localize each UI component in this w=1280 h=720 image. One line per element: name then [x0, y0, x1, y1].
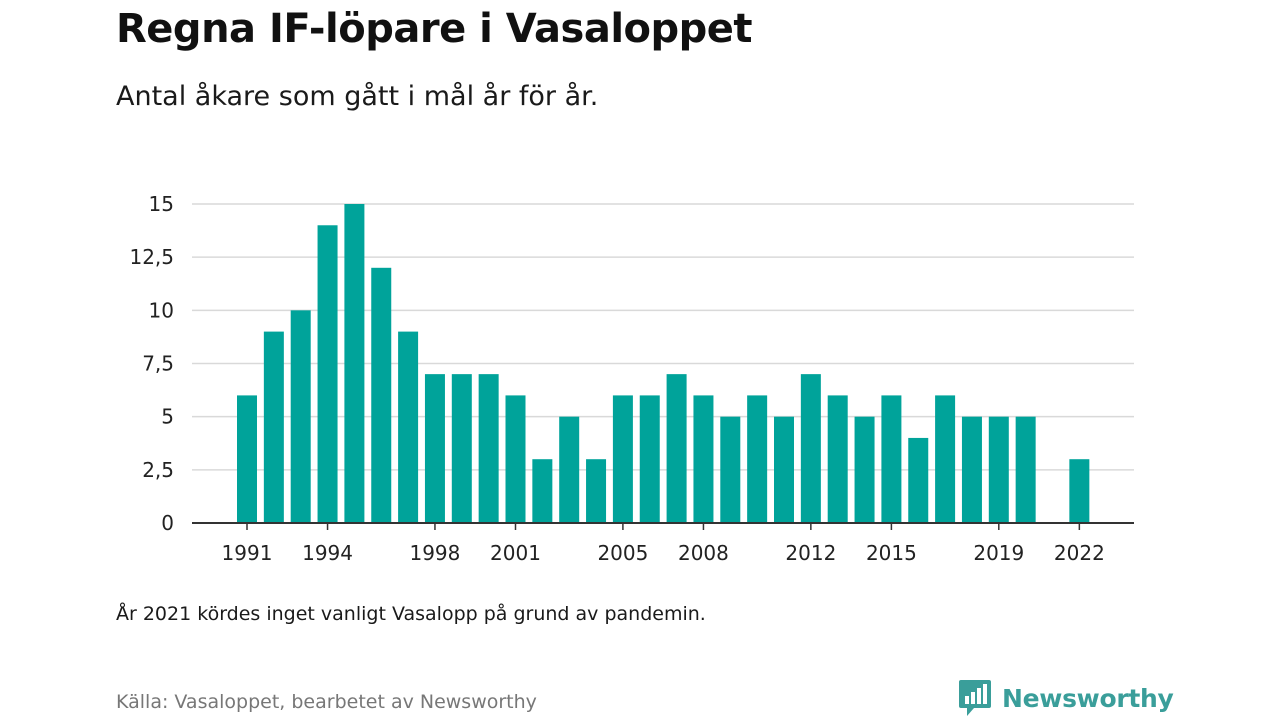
bar-2002 [532, 459, 553, 523]
x-tick-label: 2005 [597, 541, 648, 565]
bar-2004 [586, 459, 607, 523]
bar-1992 [263, 331, 284, 523]
bar-2010 [747, 395, 768, 523]
bar-2022 [1069, 459, 1090, 523]
bar-2019 [988, 416, 1009, 523]
bar-2018 [961, 416, 982, 523]
x-tick-label: 2015 [866, 541, 917, 565]
x-tick-label: 2019 [973, 541, 1024, 565]
x-tick-label: 1998 [409, 541, 460, 565]
bar-1998 [424, 374, 445, 523]
bar-2016 [908, 437, 929, 523]
bar-2008 [693, 395, 714, 523]
bars [237, 204, 1090, 523]
axes [192, 522, 1134, 530]
y-tick-label: 15 [149, 192, 174, 216]
y-tick-label: 10 [149, 298, 174, 322]
x-tick-label: 1994 [302, 541, 353, 565]
y-tick-label: 7,5 [142, 352, 174, 376]
source-text: Källa: Vasaloppet, bearbetet av Newswort… [116, 691, 537, 713]
chart-title: Regna IF-löpare i Vasaloppet [116, 6, 753, 52]
bar-chart-logo-icon [959, 680, 991, 716]
y-tick-label: 2,5 [142, 458, 174, 482]
bar-1993 [290, 310, 311, 523]
bar-2011 [774, 416, 794, 523]
x-tick-labels: 1991 1994 1998 2001 2005 2008 2012 2015 2019 2022 [222, 541, 1105, 565]
bar-chart: 0 2,5 5 7,5 10 12,5 15 1991 1994 1998 2001 2005 200… [129, 192, 1134, 565]
bar-2012 [800, 374, 821, 523]
bar-2013 [827, 395, 848, 523]
chart-note: År 2021 kördes inget vanligt Vasalopp på… [116, 603, 706, 625]
x-tick-label: 2001 [490, 541, 541, 565]
x-tick-label: 2008 [678, 541, 729, 565]
bar-2007 [666, 374, 687, 523]
y-tick-labels: 0 2,5 5 7,5 10 12,5 15 [129, 192, 174, 535]
bar-2009 [720, 416, 741, 523]
chart-subtitle: Antal åkare som gått i mål år för år. [116, 81, 599, 112]
x-tick-label: 2012 [785, 541, 836, 565]
bar-2005 [612, 395, 633, 523]
bar-1996 [371, 267, 392, 523]
bar-2001 [505, 395, 526, 523]
y-tick-label: 0 [161, 511, 174, 535]
x-tick-label: 2022 [1054, 541, 1105, 565]
y-tick-label: 5 [161, 405, 174, 429]
bar-2015 [881, 395, 902, 523]
y-tick-label: 12,5 [129, 245, 174, 269]
bar-1991 [237, 395, 257, 523]
x-tick-label: 1991 [222, 541, 273, 565]
bar-2020 [1015, 416, 1036, 523]
bar-1999 [451, 374, 472, 523]
bar-2014 [854, 416, 875, 523]
brand-name: Newsworthy [1002, 683, 1174, 713]
bar-2000 [478, 374, 499, 523]
bar-1997 [398, 331, 419, 523]
bar-2003 [559, 416, 580, 523]
bar-2006 [639, 395, 660, 523]
newsworthy-logo: Newsworthy [958, 680, 1174, 716]
bar-1994 [317, 225, 338, 523]
bar-2017 [935, 395, 956, 523]
bar-1995 [344, 204, 365, 523]
